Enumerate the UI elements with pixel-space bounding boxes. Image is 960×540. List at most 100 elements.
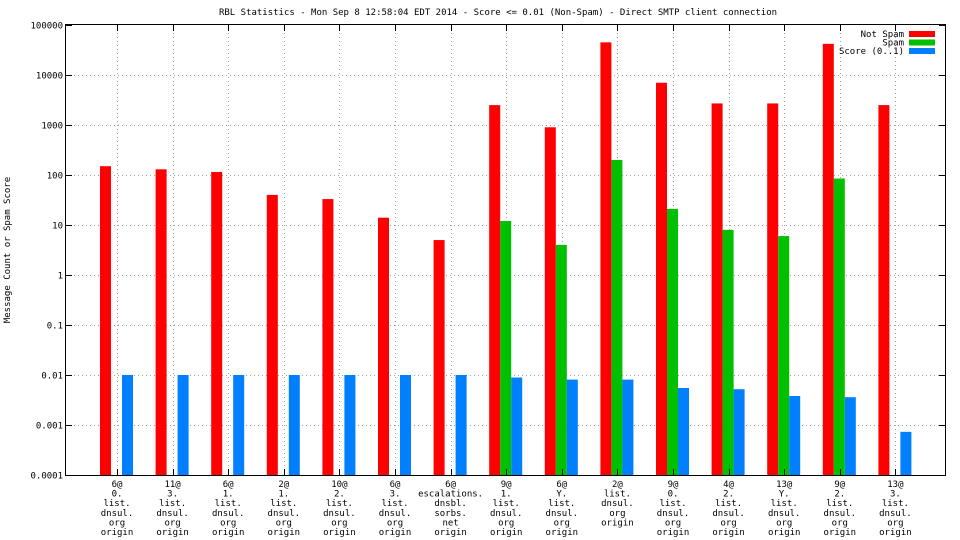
x-tick-label-line: org bbox=[387, 518, 403, 528]
x-tick-label: 13@ 3. list. dnsul. org origin bbox=[879, 480, 912, 538]
legend-swatch bbox=[909, 39, 935, 46]
x-tick-label-line: org bbox=[554, 518, 570, 528]
x-tick-label-line: 6@ bbox=[223, 480, 234, 490]
x-tick-label-line: 13@ bbox=[776, 480, 793, 490]
x-tick-label-line: origin bbox=[156, 528, 189, 538]
x-tick-label: 6@ 0. list. dnsul. org origin bbox=[101, 480, 134, 538]
bar-not-spam bbox=[322, 199, 334, 475]
bar-not-spam bbox=[489, 105, 501, 475]
x-tick-label-line: origin bbox=[879, 528, 912, 538]
bar-not-spam bbox=[433, 240, 445, 475]
x-tick-label-line: 2@ bbox=[278, 480, 289, 490]
bar-not-spam bbox=[266, 194, 278, 475]
bar-score-0-1 bbox=[622, 379, 634, 475]
x-tick-label: 9@ 2. list. dnsul. org origin bbox=[824, 480, 857, 538]
bar-score-0-1 bbox=[344, 375, 356, 475]
x-tick-label-line: 6@ bbox=[390, 480, 401, 490]
plot-frame bbox=[65, 24, 946, 476]
bar-not-spam bbox=[822, 43, 834, 476]
x-tick-label-line: 6@ bbox=[556, 480, 567, 490]
bar-not-spam bbox=[767, 103, 779, 475]
chart-title: RBL Statistics - Mon Sep 8 12:58:04 EDT … bbox=[219, 8, 777, 18]
x-tick-label-line: 0. bbox=[668, 490, 679, 500]
x-tick-label-line: list. bbox=[103, 499, 130, 509]
x-tick-label-line: 4@ bbox=[723, 480, 734, 490]
bar-score-0-1 bbox=[122, 375, 133, 475]
x-tick-label-line: 13@ bbox=[887, 480, 904, 490]
x-tick-label-line: dnsul. bbox=[657, 509, 690, 519]
bar-not-spam bbox=[211, 171, 223, 476]
x-tick-label: 2@ list. dnsul. org origin bbox=[601, 480, 634, 528]
x-tick-label-line: origin bbox=[212, 528, 245, 538]
x-tick-label-line: list. bbox=[771, 499, 798, 509]
bar-spam bbox=[500, 221, 512, 475]
x-tick-label-line: org bbox=[220, 518, 236, 528]
x-tick-label-line: origin bbox=[601, 518, 634, 528]
x-tick-label-line: list. bbox=[159, 499, 186, 509]
y-tick-label: 1 bbox=[58, 272, 63, 282]
x-tick-label-line: Y. bbox=[779, 490, 790, 500]
x-tick-label-line: org bbox=[164, 518, 180, 528]
x-tick-label-line: origin bbox=[768, 528, 801, 538]
x-tick-label-line: org bbox=[498, 518, 514, 528]
legend-label: Not Spam bbox=[861, 30, 904, 40]
x-tick-label-line: dnsul. bbox=[546, 509, 579, 519]
x-tick-label-line: 0. bbox=[112, 490, 123, 500]
y-tick-label: 0.0001 bbox=[30, 472, 63, 482]
x-tick-label-line: list. bbox=[326, 499, 353, 509]
x-tick-label-line: 2. bbox=[723, 490, 734, 500]
x-tick-label-line: org bbox=[665, 518, 681, 528]
x-tick-label-line: org bbox=[776, 518, 792, 528]
x-tick-label-line: dnsul. bbox=[824, 509, 857, 519]
bar-score-0-1 bbox=[566, 379, 578, 475]
x-tick-label-line: dnsul. bbox=[879, 509, 912, 519]
x-tick-label-line: dnsul. bbox=[268, 509, 301, 519]
bar-score-0-1 bbox=[233, 375, 245, 475]
x-tick-label-line: org bbox=[609, 509, 625, 519]
bar-score-0-1 bbox=[288, 375, 300, 475]
y-axis-ticks: 100000 10000 1000 100 10 1 0.1 0.01 0.001 0.0001 bbox=[30, 22, 945, 482]
bar-score-0-1 bbox=[455, 375, 467, 475]
x-tick-label-line: origin bbox=[434, 528, 467, 538]
x-tick-label: 2@ 1. list. dnsul. org origin bbox=[268, 480, 301, 538]
bar-spam bbox=[833, 178, 845, 475]
bar-score-0-1 bbox=[789, 396, 801, 475]
x-tick-label-line: list. bbox=[381, 499, 408, 509]
x-tick-label-line: dnsul. bbox=[323, 509, 356, 519]
x-tick-label-line: 9@ bbox=[668, 480, 679, 490]
x-tick-label-line: Y. bbox=[556, 490, 567, 500]
x-tick-label-line: org bbox=[720, 518, 736, 528]
x-tick-label-line: 10@ bbox=[331, 480, 348, 490]
bar-not-spam bbox=[600, 42, 612, 475]
x-tick-label-line: 1. bbox=[223, 490, 234, 500]
x-tick-label-line: origin bbox=[490, 528, 523, 538]
x-tick-label: 6@ Y. list. dnsul. org origin bbox=[546, 480, 579, 538]
y-tick-label: 0.001 bbox=[36, 422, 63, 432]
x-tick-label-line: 11@ bbox=[164, 480, 181, 490]
y-tick-label: 100 bbox=[47, 172, 63, 182]
x-tick-label: 9@ 0. list. dnsul. org origin bbox=[657, 480, 690, 538]
x-tick-label-line: origin bbox=[101, 528, 134, 538]
x-tick-label-line: org bbox=[331, 518, 347, 528]
x-tick-label-line: dnsul. bbox=[156, 509, 189, 519]
x-tick-label-line: sorbs. bbox=[434, 509, 467, 519]
x-tick-label-line: 3. bbox=[167, 490, 178, 500]
x-tick-label-line: dnsul. bbox=[212, 509, 245, 519]
x-tick-label-line: dnsul. bbox=[101, 509, 134, 519]
bar-not-spam bbox=[100, 166, 111, 475]
x-tick-label-line: list. bbox=[715, 499, 742, 509]
x-tick-label-line: origin bbox=[379, 528, 412, 538]
x-tick-label-line: list. bbox=[604, 490, 631, 500]
bar-spam bbox=[555, 244, 567, 475]
x-tick-label-line: dnsbl. bbox=[434, 499, 467, 509]
x-tick-label-line: origin bbox=[268, 528, 301, 538]
x-tick-label-line: origin bbox=[657, 528, 690, 538]
bar-score-0-1 bbox=[844, 397, 856, 475]
x-tick-label-line: 1. bbox=[278, 490, 289, 500]
x-tick-label: 6@ 3. list. dnsul. org origin bbox=[379, 480, 412, 538]
y-tick-label: 1000 bbox=[41, 122, 63, 132]
x-tick-label: 6@ 1. list. dnsul. org origin bbox=[212, 480, 245, 538]
